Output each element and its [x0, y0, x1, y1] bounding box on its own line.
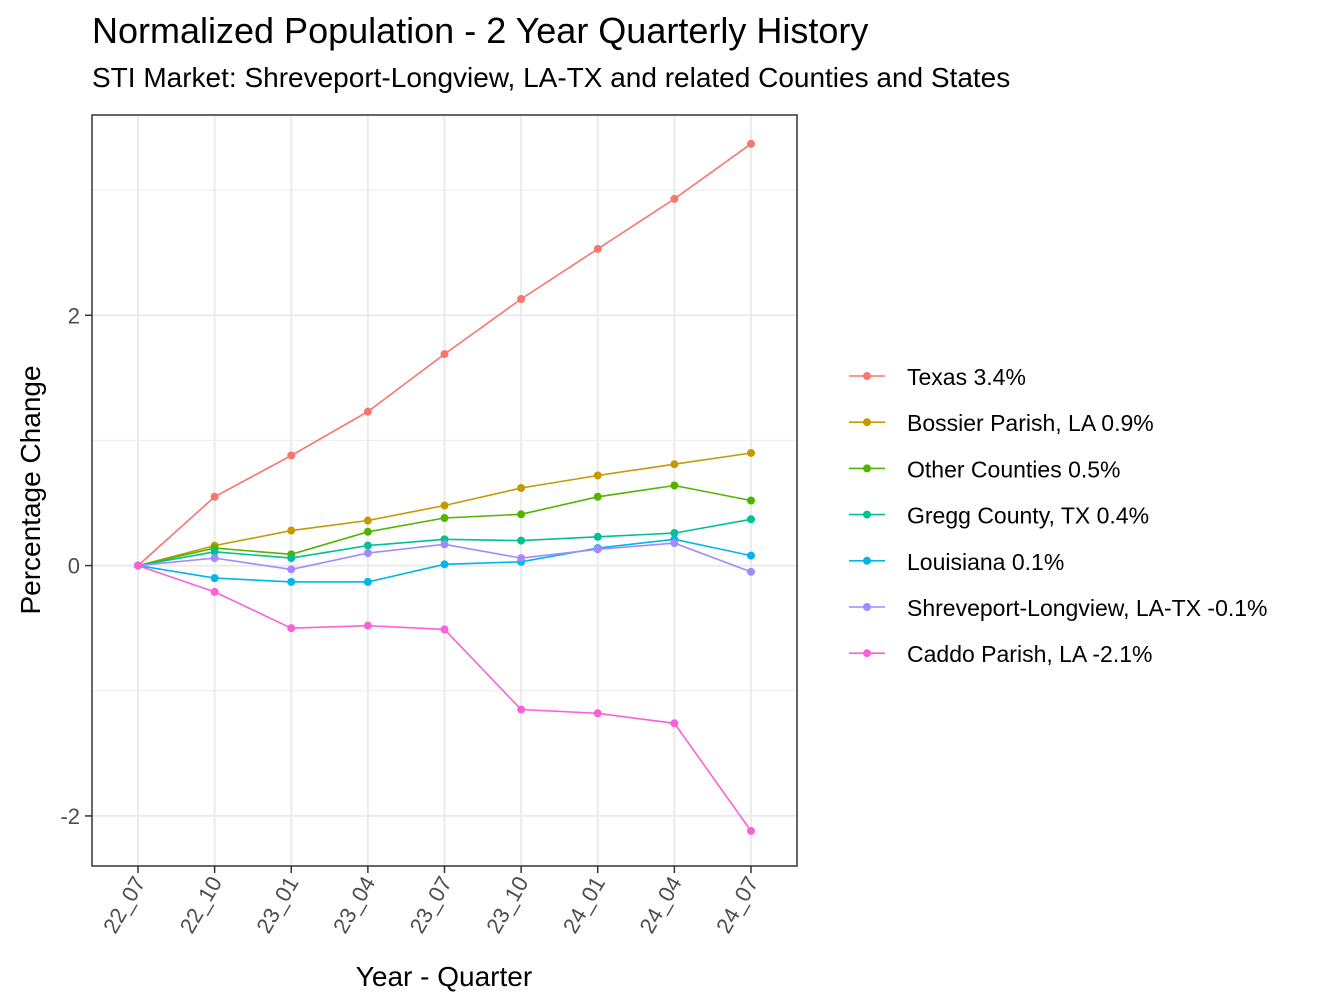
x-tick-label: 22_10	[175, 872, 227, 937]
data-point	[593, 709, 602, 718]
data-point	[210, 492, 219, 501]
data-point	[287, 565, 296, 574]
legend-key-point	[863, 556, 871, 565]
data-point	[440, 540, 449, 549]
x-tick-label: 23_04	[328, 872, 380, 937]
x-tick-label: 23_10	[481, 872, 533, 937]
data-point	[440, 514, 449, 523]
data-point	[287, 526, 296, 535]
data-point	[747, 551, 755, 560]
data-point	[517, 554, 526, 563]
data-point	[517, 536, 526, 545]
data-point	[517, 294, 526, 303]
data-point	[210, 554, 219, 563]
legend-entry-label: Bossier Parish, LA 0.9%	[907, 410, 1154, 436]
legend-entry-label: Texas 3.4%	[907, 364, 1026, 390]
x-axis-label: Year - Quarter	[356, 961, 532, 992]
x-tick-label: 24_01	[558, 872, 610, 937]
legend-key-point	[863, 510, 871, 519]
data-point	[593, 532, 602, 541]
data-point	[440, 625, 449, 634]
data-point	[593, 244, 602, 253]
data-point	[517, 705, 526, 714]
legend-key-point	[863, 372, 871, 380]
data-point	[670, 194, 679, 203]
data-point	[363, 549, 372, 558]
data-point	[287, 624, 296, 633]
chart-subtitle: STI Market: Shreveport-Longview, LA-TX a…	[92, 62, 1011, 93]
data-point	[210, 574, 219, 583]
data-point	[670, 481, 679, 490]
legend-entry-label: Shreveport-Longview, LA-TX -0.1%	[907, 595, 1268, 621]
x-tick-label: 23_07	[405, 872, 457, 937]
legend-entry-label: Other Counties 0.5%	[907, 456, 1121, 482]
data-point	[440, 501, 449, 510]
data-point	[670, 539, 679, 548]
data-point	[670, 719, 679, 728]
data-point	[593, 492, 602, 501]
data-point	[363, 527, 372, 536]
x-tick-label: 22_07	[98, 872, 150, 937]
y-tick-label: -2	[60, 804, 80, 829]
data-point	[363, 621, 372, 630]
chart-title: Normalized Population - 2 Year Quarterly…	[92, 10, 869, 51]
data-point	[670, 460, 679, 469]
data-point	[134, 561, 142, 570]
legend-key-point	[863, 464, 871, 473]
data-point	[747, 448, 755, 457]
legend-entry-label: Caddo Parish, LA -2.1%	[907, 641, 1152, 667]
legend-entry-label: Louisiana 0.1%	[907, 549, 1064, 575]
y-tick-label: 2	[68, 303, 80, 328]
data-point	[363, 407, 372, 416]
data-point	[747, 496, 755, 505]
legend-key-point	[863, 418, 871, 427]
data-point	[593, 545, 602, 554]
data-point	[287, 554, 296, 563]
data-point	[517, 510, 526, 519]
data-point	[287, 577, 296, 586]
x-tick-label: 24_07	[711, 872, 763, 937]
data-point	[363, 516, 372, 525]
data-point	[517, 483, 526, 492]
y-tick-label: 0	[68, 554, 80, 579]
legend-entry-label: Gregg County, TX 0.4%	[907, 503, 1149, 529]
y-axis-label: Percentage Change	[15, 365, 46, 614]
x-tick-label: 23_01	[251, 872, 303, 937]
data-point	[210, 587, 219, 596]
legend: Texas 3.4% Bossier Parish, LA 0.9% Other C…	[849, 364, 1268, 667]
data-point	[593, 471, 602, 480]
legend-key-point	[863, 649, 871, 658]
data-point	[287, 451, 296, 460]
data-point	[363, 577, 372, 586]
data-point	[747, 139, 755, 148]
data-point	[747, 826, 755, 835]
data-point	[747, 515, 755, 524]
data-point	[440, 350, 449, 359]
data-point	[363, 541, 372, 550]
data-point	[440, 560, 449, 569]
legend-key-point	[863, 603, 871, 611]
data-point	[747, 567, 755, 576]
data-point	[210, 547, 219, 556]
x-tick-label: 24_04	[634, 872, 686, 937]
data-point	[670, 529, 679, 538]
